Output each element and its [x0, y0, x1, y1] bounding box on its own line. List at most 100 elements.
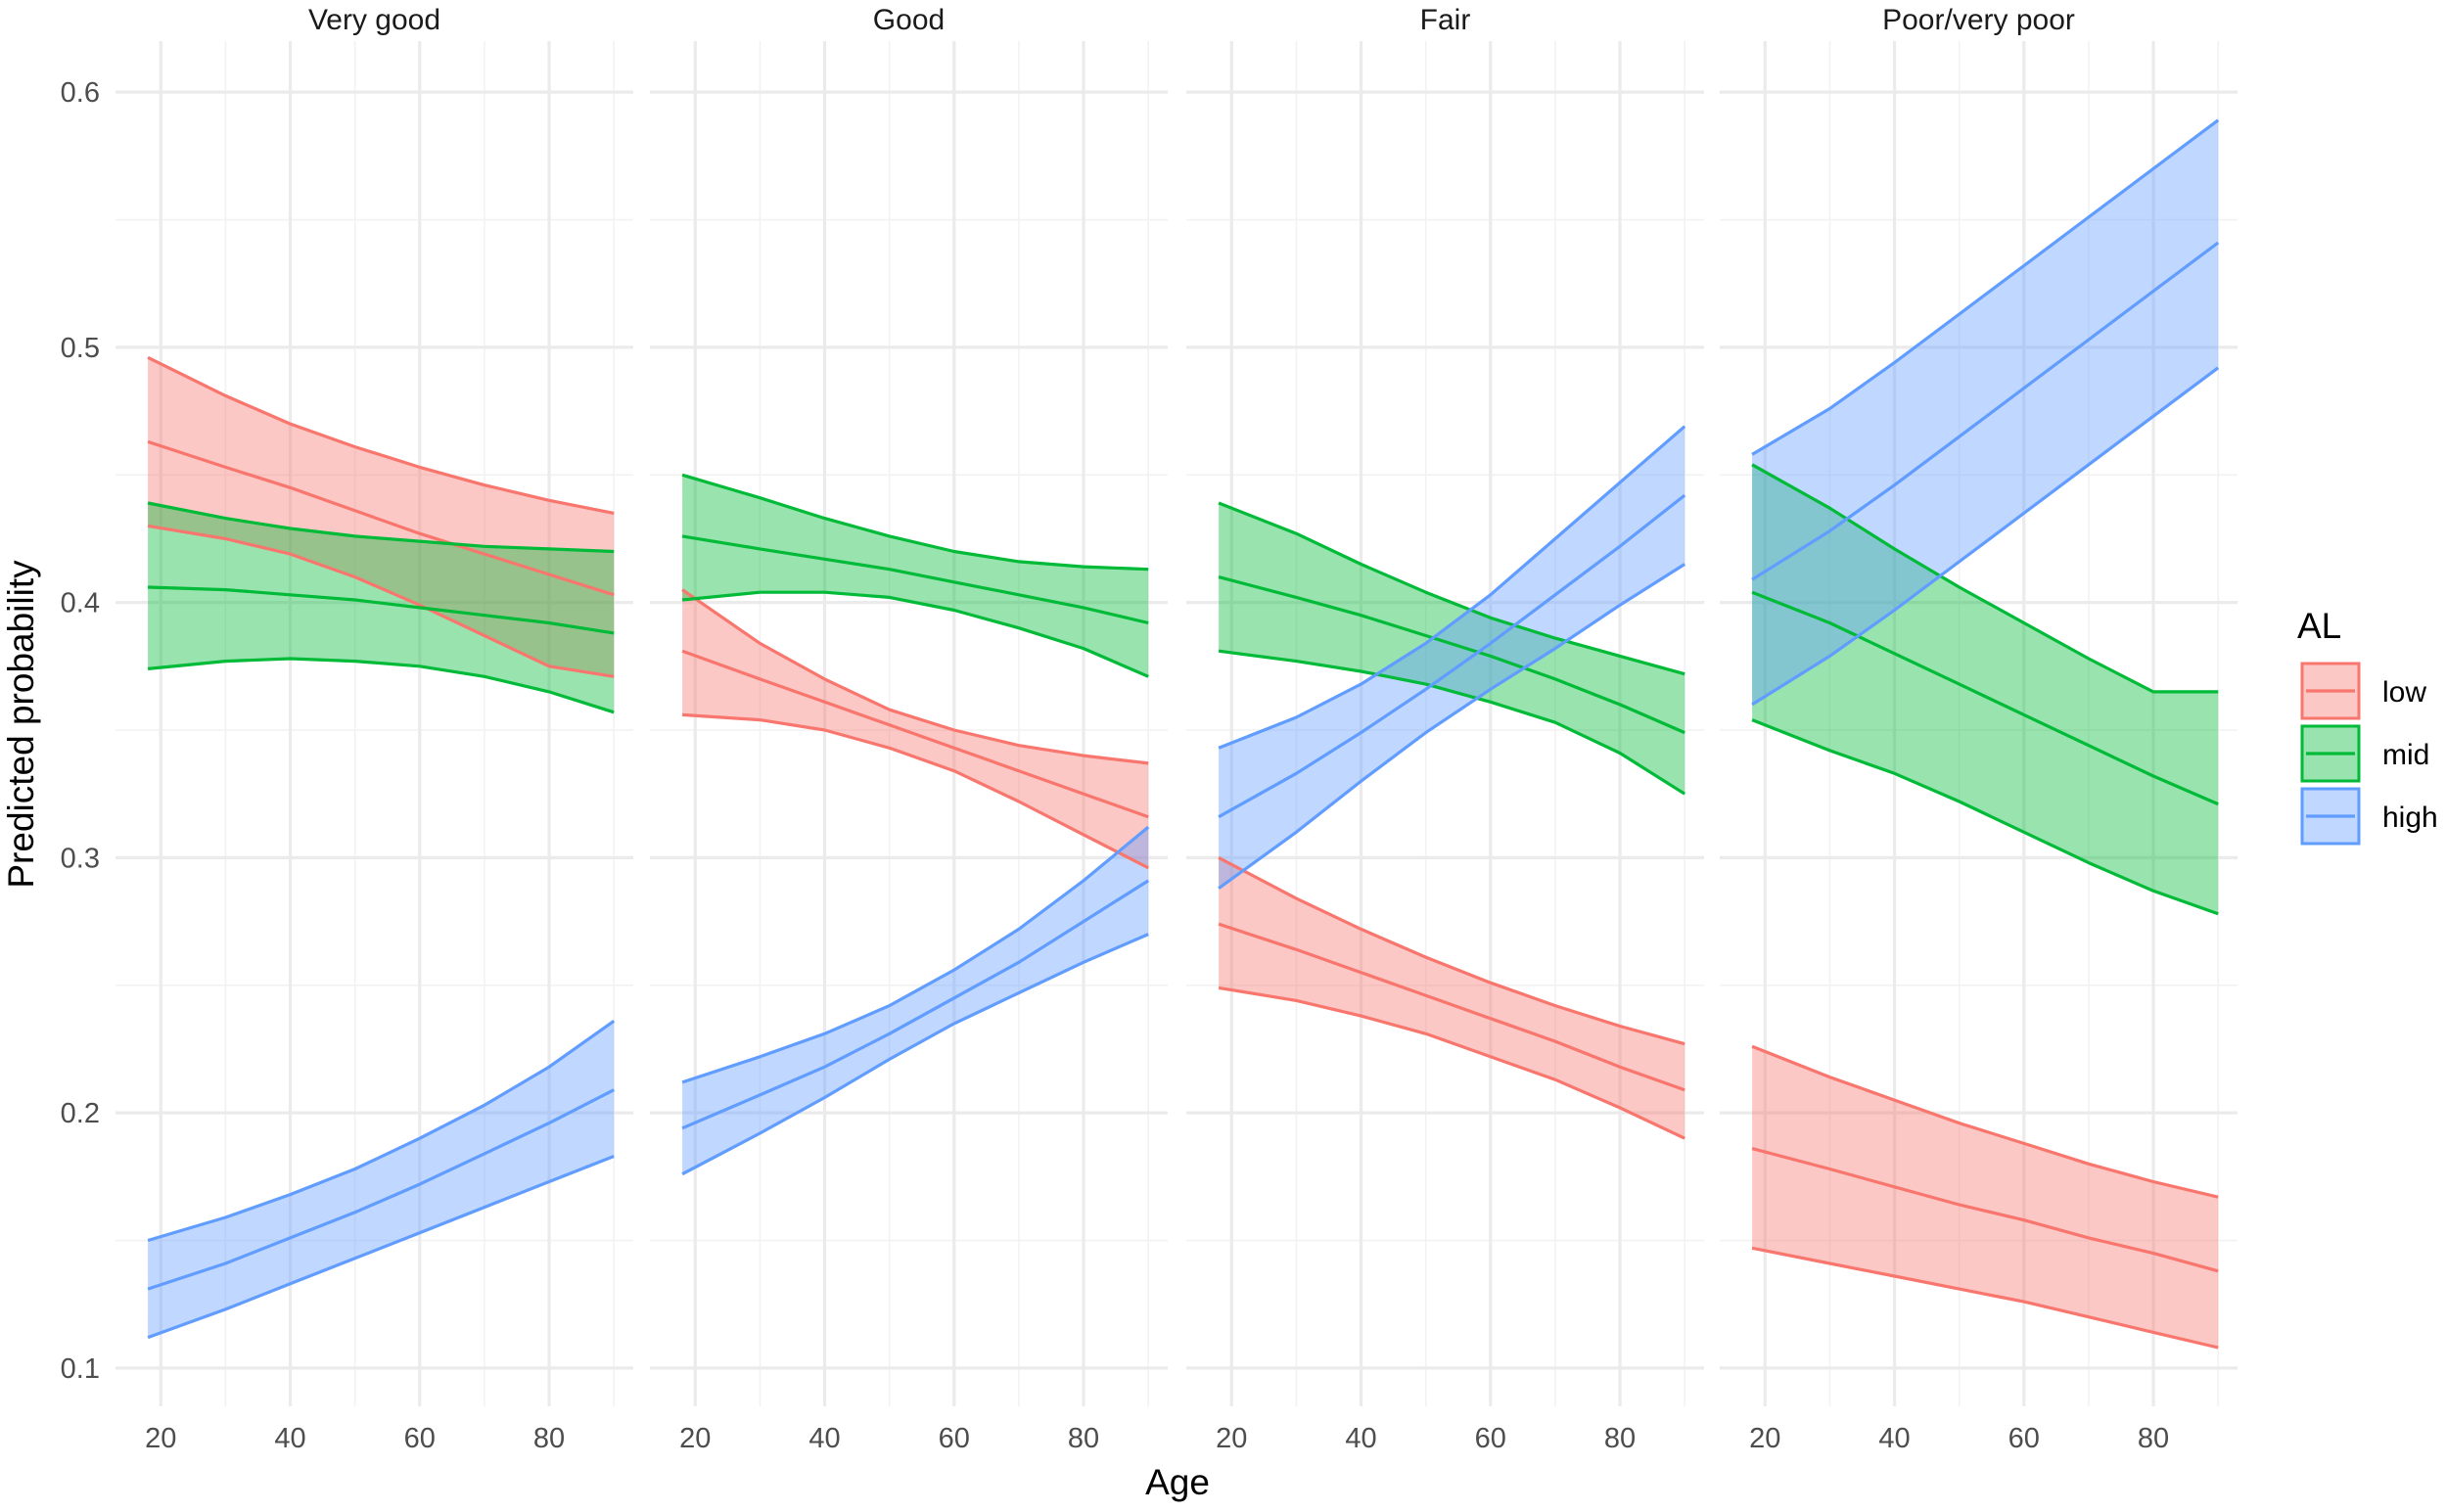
line-mid-lower [147, 657, 615, 714]
line-mid-lower [681, 590, 1149, 678]
x-tick-label: 80 [533, 1423, 565, 1454]
x-tick-label: 60 [404, 1423, 436, 1454]
y-tick-label: 0.2 [61, 1098, 100, 1129]
legend-label: low [2382, 676, 2426, 709]
line-mid-lower [1218, 649, 1686, 796]
line-low-upper [147, 355, 615, 515]
facet-panels: Very good 20 40 60 80 Good 20 40 60 80 Fair 20 40 60 8… [115, 4, 2238, 1454]
y-tick-label: 0.6 [61, 77, 100, 109]
x-tick-label: 80 [1604, 1423, 1636, 1454]
y-axis: 0.1 0.2 0.3 0.4 0.5 0.6 [61, 77, 100, 1385]
panel-ribbons [148, 357, 615, 1338]
line-low-upper [1751, 1044, 2219, 1199]
line-mid-lower [1751, 718, 2219, 916]
legend-item-high: high [2300, 787, 2438, 846]
line-high-fit [147, 1088, 615, 1291]
panel-lines [681, 473, 1150, 1176]
line-high-fit [1218, 493, 1686, 819]
line-low-fit [1218, 922, 1685, 1092]
line-mid-upper [681, 473, 1149, 572]
line-low-fit [147, 439, 615, 597]
y-tick-label: 0.1 [61, 1353, 100, 1385]
facet-title: Very good [308, 4, 440, 36]
x-tick-label: 40 [1345, 1423, 1376, 1454]
line-low-lower [681, 712, 1149, 870]
line-low-lower [1218, 985, 1685, 1140]
line-low-upper [681, 588, 1149, 765]
x-tick-label: 40 [808, 1423, 840, 1454]
legend-title: AL [2297, 606, 2341, 646]
x-tick-label: 60 [1475, 1423, 1506, 1454]
ribbon-low [682, 589, 1149, 868]
line-mid-fit [1751, 590, 2219, 806]
y-axis-title: Predicted probability [1, 560, 41, 889]
panel-lines [147, 355, 616, 1340]
x-tick-label: 40 [1878, 1423, 1910, 1454]
line-mid-fit [681, 534, 1149, 625]
line-high-upper [681, 825, 1150, 1084]
line-high-upper [1751, 118, 2220, 456]
line-high-lower [1751, 366, 2220, 707]
y-tick-label: 0.4 [61, 588, 100, 619]
legend-keys: low mid high [2300, 662, 2438, 846]
line-high-fit [1751, 241, 2220, 581]
x-tick-label: 80 [2138, 1423, 2169, 1454]
ribbon-low [1219, 857, 1685, 1139]
panel-ribbons [1752, 119, 2219, 1348]
facet-panel-1: Good 20 40 60 80 [650, 4, 1168, 1454]
panel-lines [1218, 425, 1686, 1140]
ribbon-high [148, 1021, 615, 1338]
line-high-upper [1218, 425, 1686, 750]
x-axis-title: Age [1145, 1462, 1210, 1502]
x-tick-label: 20 [1216, 1423, 1247, 1454]
facet-panel-0: Very good 20 40 60 80 [115, 4, 633, 1454]
ribbon-mid [1752, 464, 2219, 914]
facet-title: Fair [1420, 4, 1471, 36]
y-tick-label: 0.3 [61, 843, 100, 874]
line-high-lower [1218, 563, 1686, 890]
ribbon-high [1219, 426, 1685, 889]
x-tick-label: 20 [145, 1423, 176, 1454]
panel-ribbons [1219, 426, 1685, 1139]
x-tick-label: 60 [939, 1423, 970, 1454]
x-tick-label: 80 [1068, 1423, 1099, 1454]
line-low-lower [1751, 1246, 2219, 1350]
line-high-lower [681, 933, 1149, 1176]
legend-label: mid [2382, 739, 2429, 771]
facet-title: Poor/very poor [1882, 4, 2075, 36]
line-mid-fit [1218, 575, 1685, 735]
line-high-lower [147, 1155, 615, 1340]
panel-lines [1751, 118, 2220, 1350]
y-tick-label: 0.5 [61, 333, 100, 364]
facet-panel-3: Poor/very poor 20 40 60 80 [1720, 4, 2238, 1454]
panel-ribbons [682, 475, 1149, 1174]
line-mid-upper [147, 501, 615, 554]
facet-title: Good [873, 4, 945, 36]
ribbon-high [1752, 119, 2219, 705]
line-high-upper [147, 1019, 616, 1243]
line-mid-upper [1751, 463, 2219, 694]
x-tick-label: 20 [679, 1423, 711, 1454]
panel-grid [1186, 41, 1704, 1406]
ribbon-high [682, 827, 1149, 1174]
line-mid-fit [148, 585, 615, 635]
line-low-upper [1218, 855, 1685, 1046]
legend-item-low: low [2300, 662, 2426, 720]
line-low-lower [147, 524, 615, 678]
panel-grid [1720, 41, 2238, 1406]
ribbon-low [1752, 1046, 2219, 1348]
x-tick-label: 20 [1749, 1423, 1780, 1454]
x-tick-label: 60 [2008, 1423, 2040, 1454]
line-mid-upper [1218, 501, 1685, 676]
line-low-fit [1751, 1147, 2219, 1273]
legend: AL low mid high [2297, 606, 2438, 846]
legend-item-mid: mid [2300, 724, 2429, 783]
line-high-fit [681, 879, 1150, 1130]
ribbon-low [148, 357, 615, 677]
legend-label: high [2382, 802, 2438, 834]
line-low-fit [681, 649, 1149, 819]
facet-panel-2: Fair 20 40 60 80 [1186, 4, 1704, 1454]
x-tick-label: 40 [274, 1423, 305, 1454]
ribbon-mid [148, 503, 615, 712]
